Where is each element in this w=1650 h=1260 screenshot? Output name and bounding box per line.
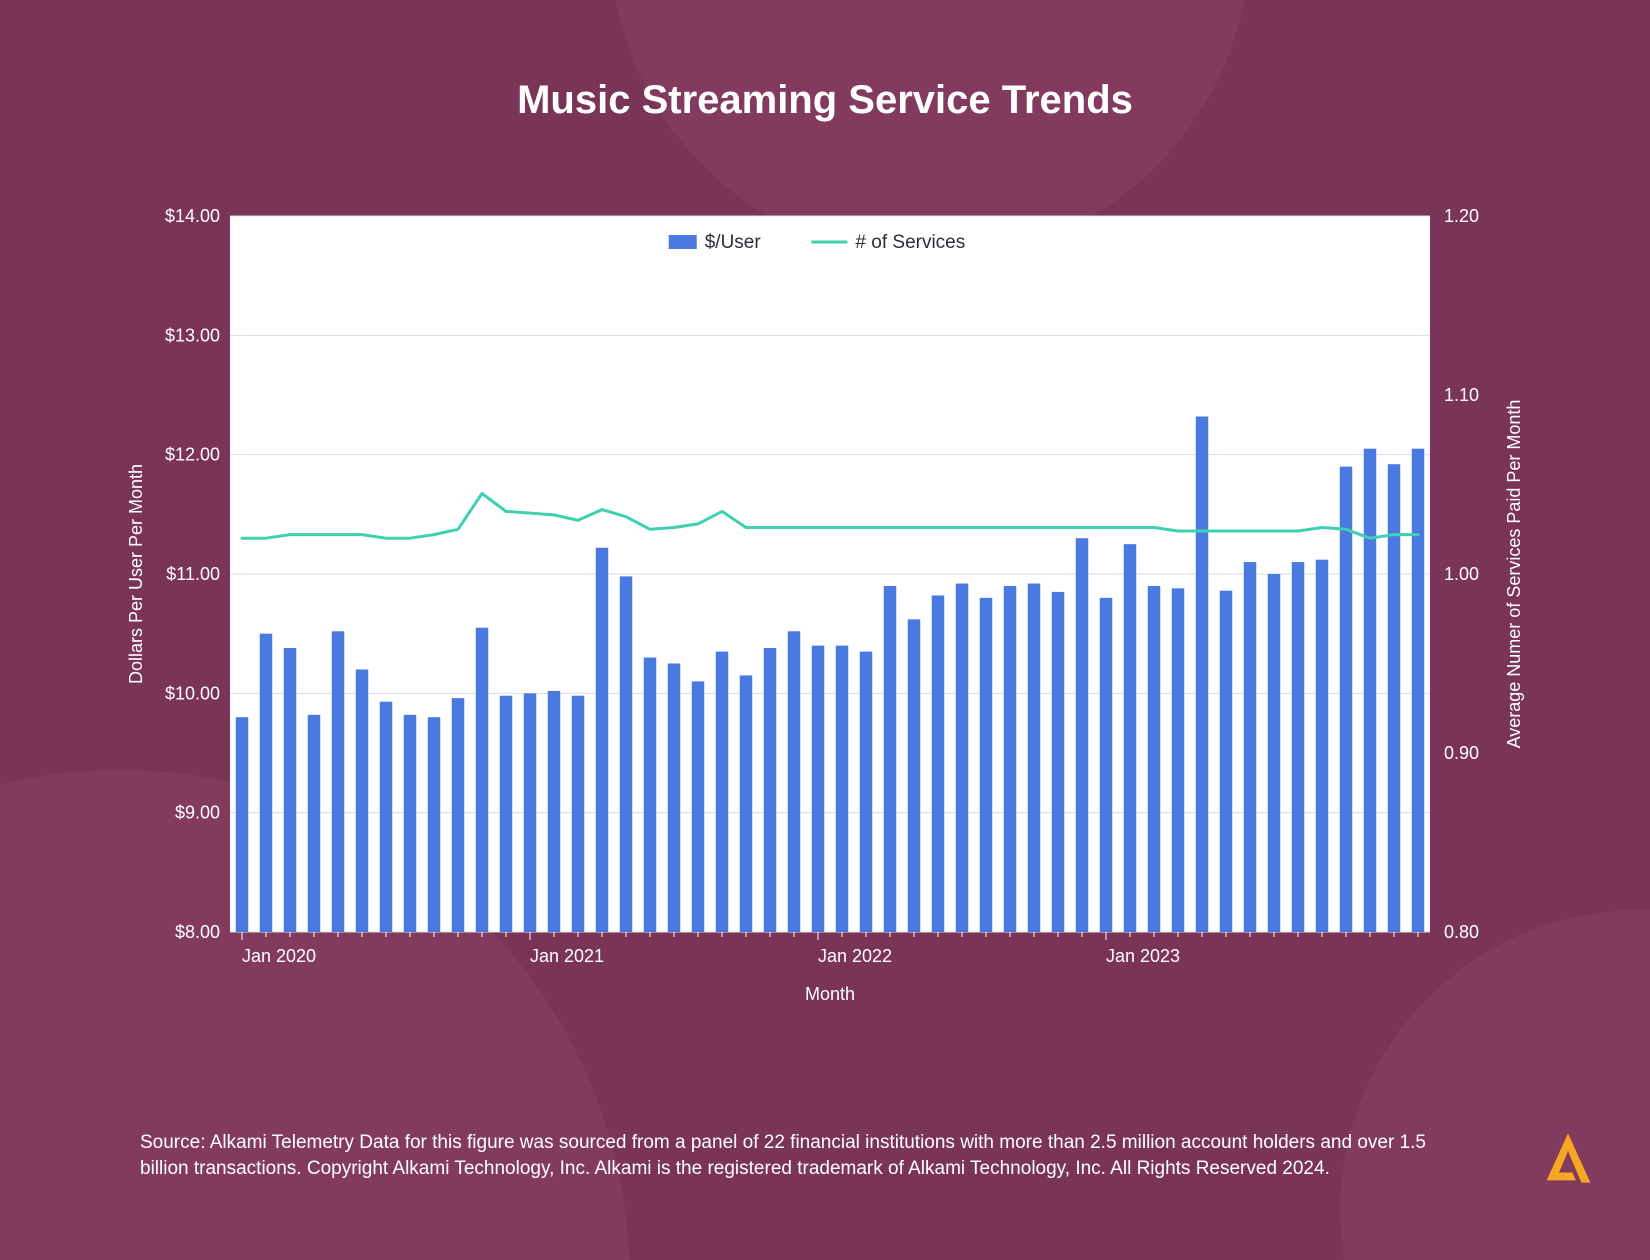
bar [980,598,992,932]
y-right-tick-label: 0.80 [1444,922,1479,942]
bar [1028,584,1040,932]
y-left-tick-label: $14.00 [165,206,220,226]
bar [1172,588,1184,932]
bar [740,675,752,932]
brand-logo-icon [1540,1130,1596,1186]
bar [1244,562,1256,932]
bar [404,715,416,932]
bar [1196,416,1208,932]
bar [236,717,248,932]
bar [596,548,608,932]
stage: Music Streaming Service Trends $8.00 $9.00… [0,0,1650,1260]
x-tick-label: Jan 2020 [242,946,316,966]
legend-swatch-bars [669,235,697,249]
bar [860,652,872,932]
bar [1148,586,1160,932]
y-left-tick-label: $9.00 [175,803,220,823]
bar [1268,574,1280,932]
bar [356,669,368,932]
bar [380,702,392,932]
y-right-tick-label: 1.10 [1444,385,1479,405]
bar [1052,592,1064,932]
bar [788,631,800,932]
bar [1412,449,1424,932]
bar [812,646,824,932]
bar [260,634,272,932]
bar [908,619,920,932]
y-right-tick-label: 1.20 [1444,206,1479,226]
bar [956,584,968,932]
bar [308,715,320,932]
bar [1292,562,1304,932]
y-left-tick-label: $8.00 [175,922,220,942]
page-title: Music Streaming Service Trends [0,78,1650,123]
x-tick-label: Jan 2021 [530,946,604,966]
chart: $8.00 $9.00 $10.00 $11.00 $12.00 $13.00 $14.00… [120,180,1540,1010]
bar [452,698,464,932]
y-left-axis-title: Dollars Per User Per Month [126,464,146,684]
bar [524,693,536,932]
bar [1076,538,1088,932]
y-right-tick-label: 1.00 [1444,564,1479,584]
bar [1124,544,1136,932]
bar [1364,449,1376,932]
y-left-tick-label: $12.00 [165,445,220,465]
bar [1100,598,1112,932]
bar [932,595,944,932]
y-left-tick-label: $11.00 [166,564,220,584]
bar [548,691,560,932]
bar [644,658,656,932]
source-footnote: Source: Alkami Telemetry Data for this f… [140,1130,1440,1181]
bar [836,646,848,932]
x-axis-title: Month [805,984,855,1004]
bar [332,631,344,932]
x-tick-label: Jan 2022 [818,946,892,966]
legend-label-bars: $/User [705,232,762,253]
y-left-tick-label: $10.00 [165,683,220,703]
bar [668,664,680,933]
legend-label-line: # of Services [855,232,965,253]
bar [1004,586,1016,932]
bar [1316,560,1328,932]
bar [572,696,584,932]
bar [620,576,632,932]
bar [1340,467,1352,932]
bar [1220,591,1232,932]
bar [428,717,440,932]
bar [716,652,728,932]
x-tick-label: Jan 2023 [1106,946,1180,966]
y-right-axis-title: Average Numer of Services Paid Per Month [1504,400,1524,749]
bar [884,586,896,932]
bar [476,628,488,932]
bar [764,648,776,932]
bar [284,648,296,932]
bar [500,696,512,932]
y-left-tick-label: $13.00 [165,325,220,345]
bar [692,681,704,932]
y-right-tick-label: 0.90 [1444,743,1479,763]
